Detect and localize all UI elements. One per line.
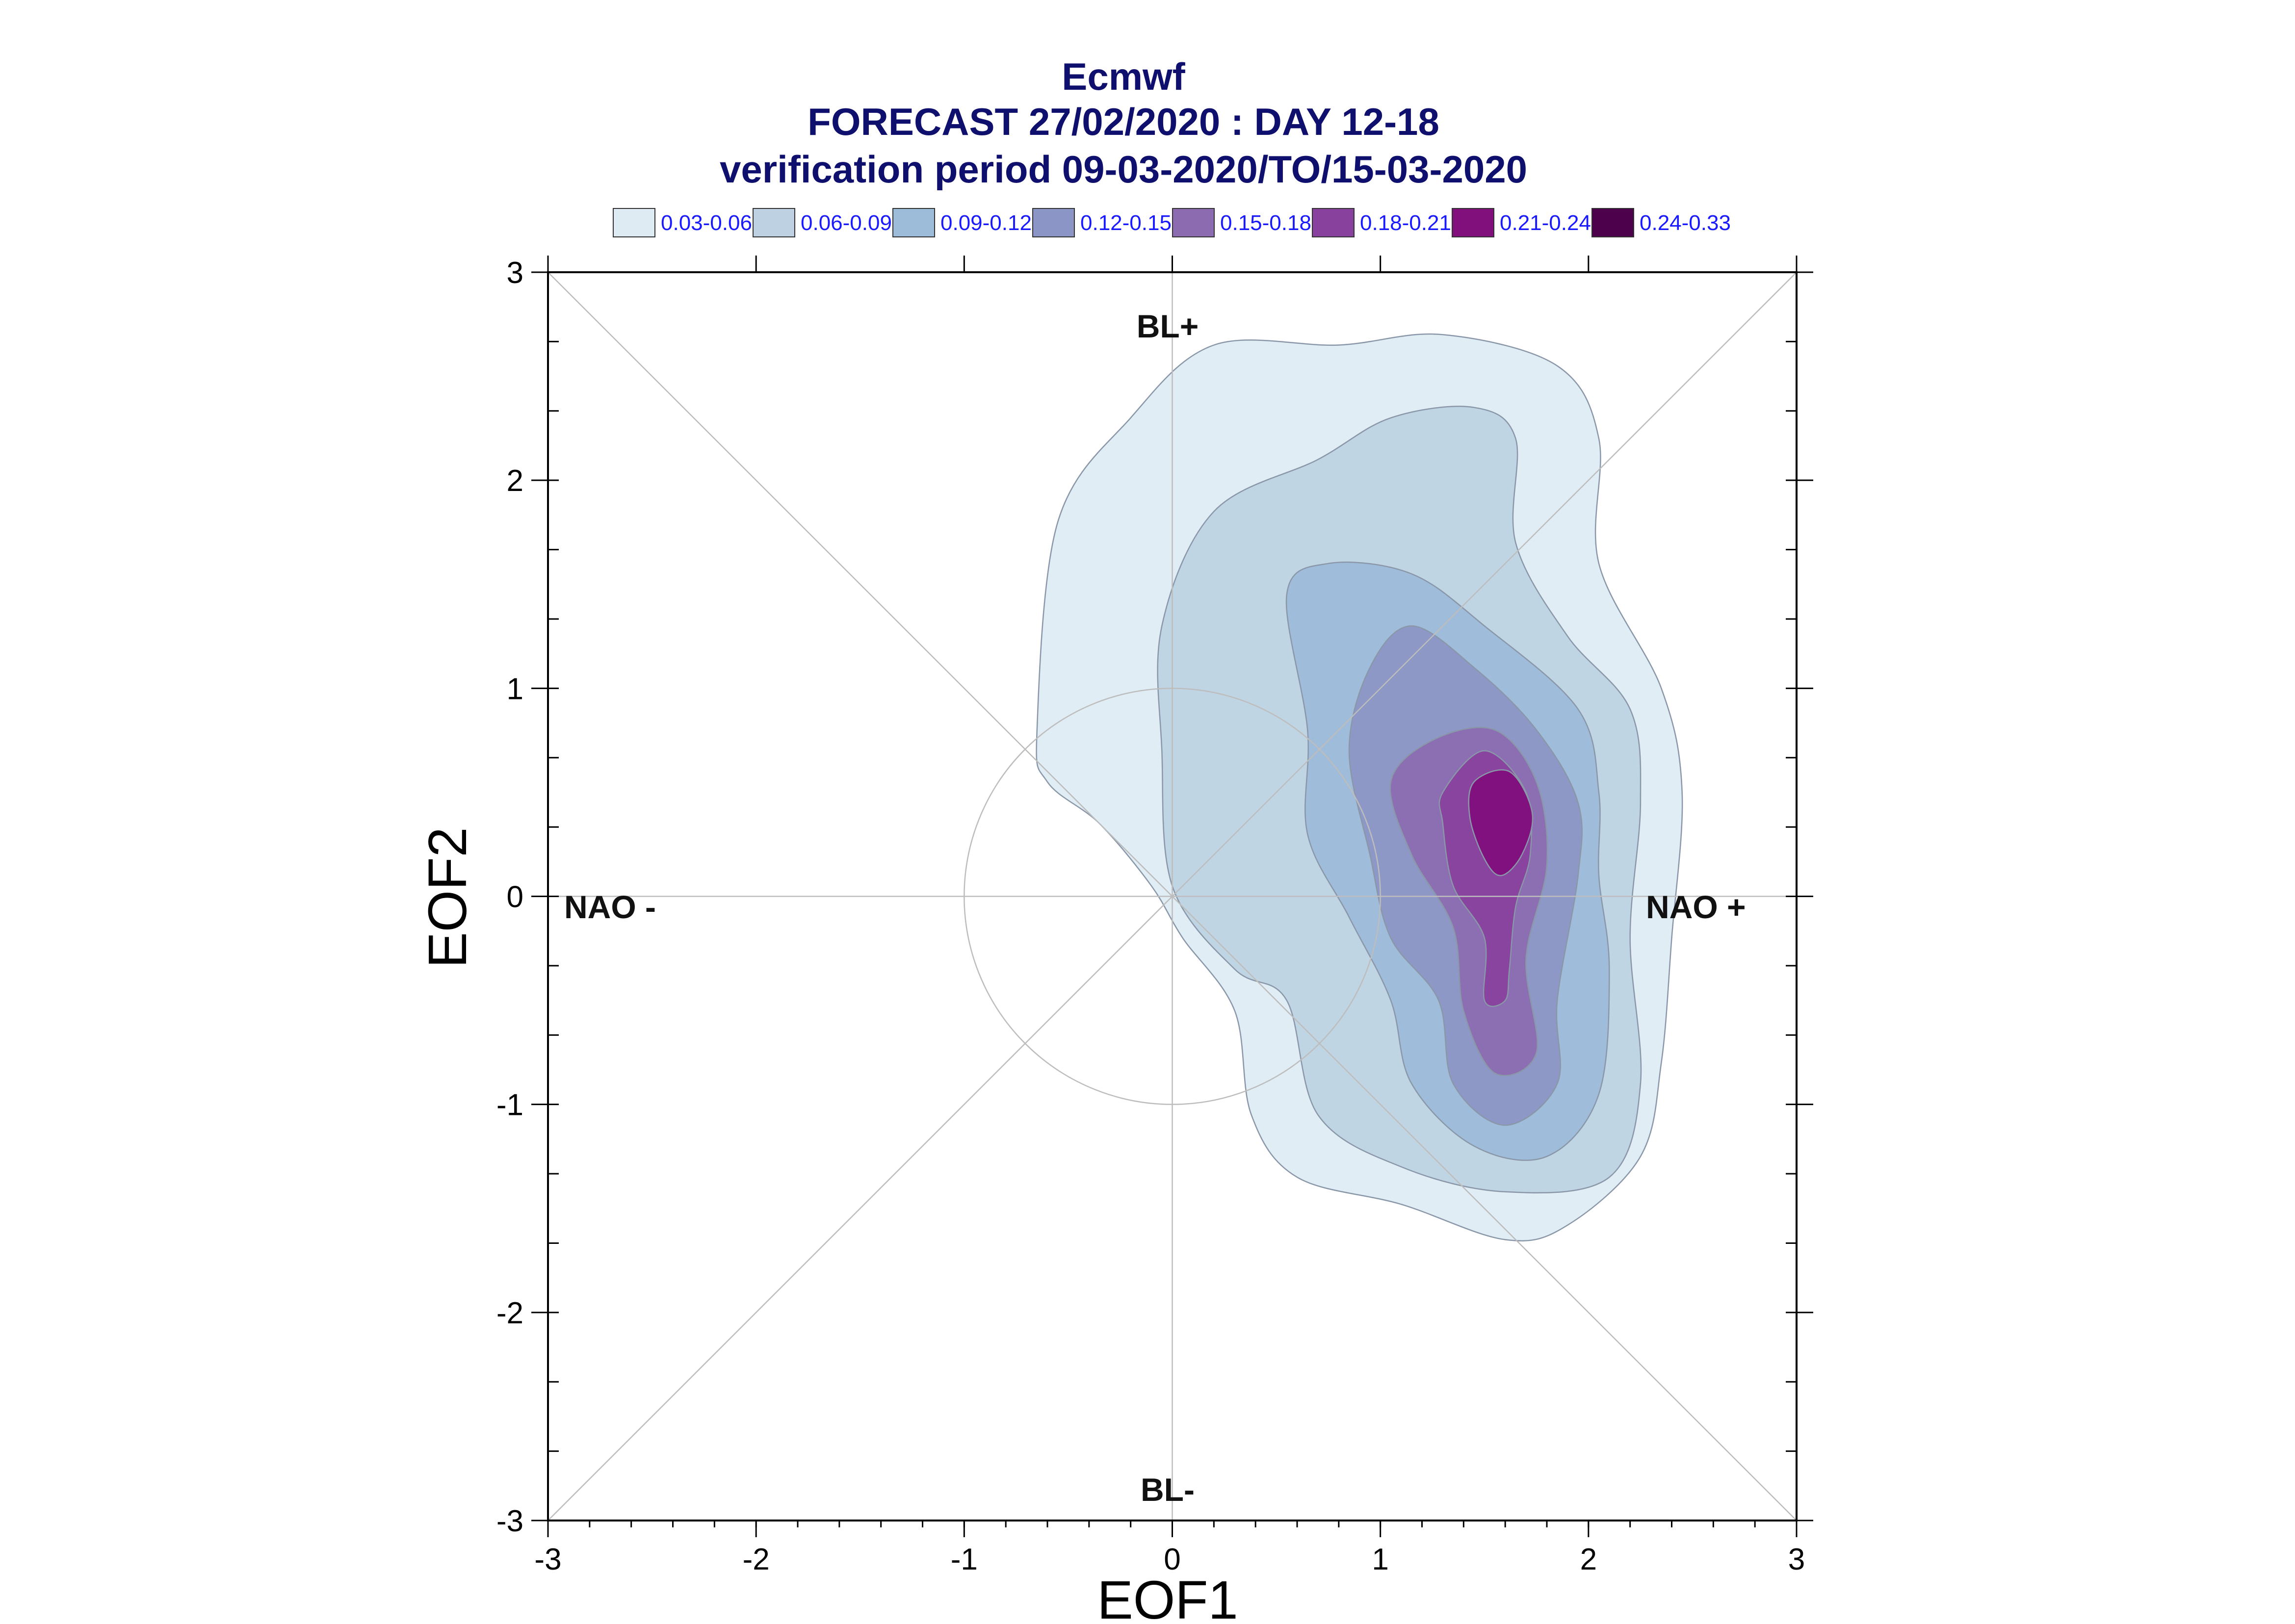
x-tick-label: -1 <box>951 1543 978 1576</box>
legend-swatch <box>892 208 935 237</box>
x-tick-label: 3 <box>1788 1543 1805 1576</box>
y-axis-title: EOF2 <box>417 827 478 968</box>
y-tick-label: -3 <box>496 1504 523 1538</box>
y-tick-label: 0 <box>507 880 523 914</box>
legend-label: 0.21-0.24 <box>1500 211 1591 235</box>
y-tick-label: 2 <box>507 464 523 498</box>
reference-circle <box>964 688 1381 1105</box>
y-tick-label: -2 <box>496 1296 523 1330</box>
legend-label: 0.06-0.09 <box>801 211 892 235</box>
legend-swatch <box>613 208 655 237</box>
legend-swatch <box>1452 208 1494 237</box>
legend-label: 0.18-0.21 <box>1360 211 1451 235</box>
x-tick-label: 2 <box>1580 1543 1597 1576</box>
contour-0.21-0.24 <box>1468 769 1534 876</box>
legend-label: 0.15-0.18 <box>1220 211 1311 235</box>
legend-swatch <box>1591 208 1634 237</box>
y-tick-label: 1 <box>507 672 523 706</box>
regime-label-bl-minus: BL- <box>1141 1471 1195 1508</box>
regime-label-nao-minus: NAO - <box>564 889 656 925</box>
title-line-2: FORECAST 27/02/2020 : DAY 12-18 <box>808 100 1439 143</box>
x-axis-title: EOF1 <box>1097 1570 1238 1624</box>
legend-label: 0.03-0.06 <box>661 211 752 235</box>
chart-title: Ecmwf FORECAST 27/02/2020 : DAY 12-18 ve… <box>720 55 1527 191</box>
legend-swatch <box>753 208 795 237</box>
density-contours <box>1036 333 1683 1241</box>
y-tick-label: -1 <box>496 1088 523 1122</box>
x-tick-label: 0 <box>1164 1543 1180 1576</box>
regime-label-nao-plus: NAO + <box>1646 889 1746 925</box>
title-line-1: Ecmwf <box>1062 55 1185 98</box>
legend-label: 0.12-0.15 <box>1080 211 1172 235</box>
legend-swatch <box>1172 208 1215 237</box>
legend: 0.03-0.06 0.06-0.09 0.09-0.12 0.12-0.15 0.15… <box>613 208 1731 237</box>
legend-swatch <box>1032 208 1075 237</box>
legend-swatch <box>1312 208 1355 237</box>
title-line-3: verification period 09-03-2020/TO/15-03-… <box>720 148 1527 191</box>
legend-label: 0.09-0.12 <box>940 211 1032 235</box>
axis-ticks: -3 -2 -1 0 1 2 3 3 2 1 0 -1 -2 -3 <box>496 256 1813 1576</box>
regime-label-bl-plus: BL+ <box>1137 308 1199 344</box>
x-tick-label: -3 <box>534 1543 561 1576</box>
legend-label: 0.24-0.33 <box>1640 211 1731 235</box>
y-tick-label: 3 <box>507 256 523 290</box>
x-tick-label: 1 <box>1372 1543 1388 1576</box>
reference-guides <box>548 272 1797 1521</box>
x-tick-label: -2 <box>743 1543 770 1576</box>
